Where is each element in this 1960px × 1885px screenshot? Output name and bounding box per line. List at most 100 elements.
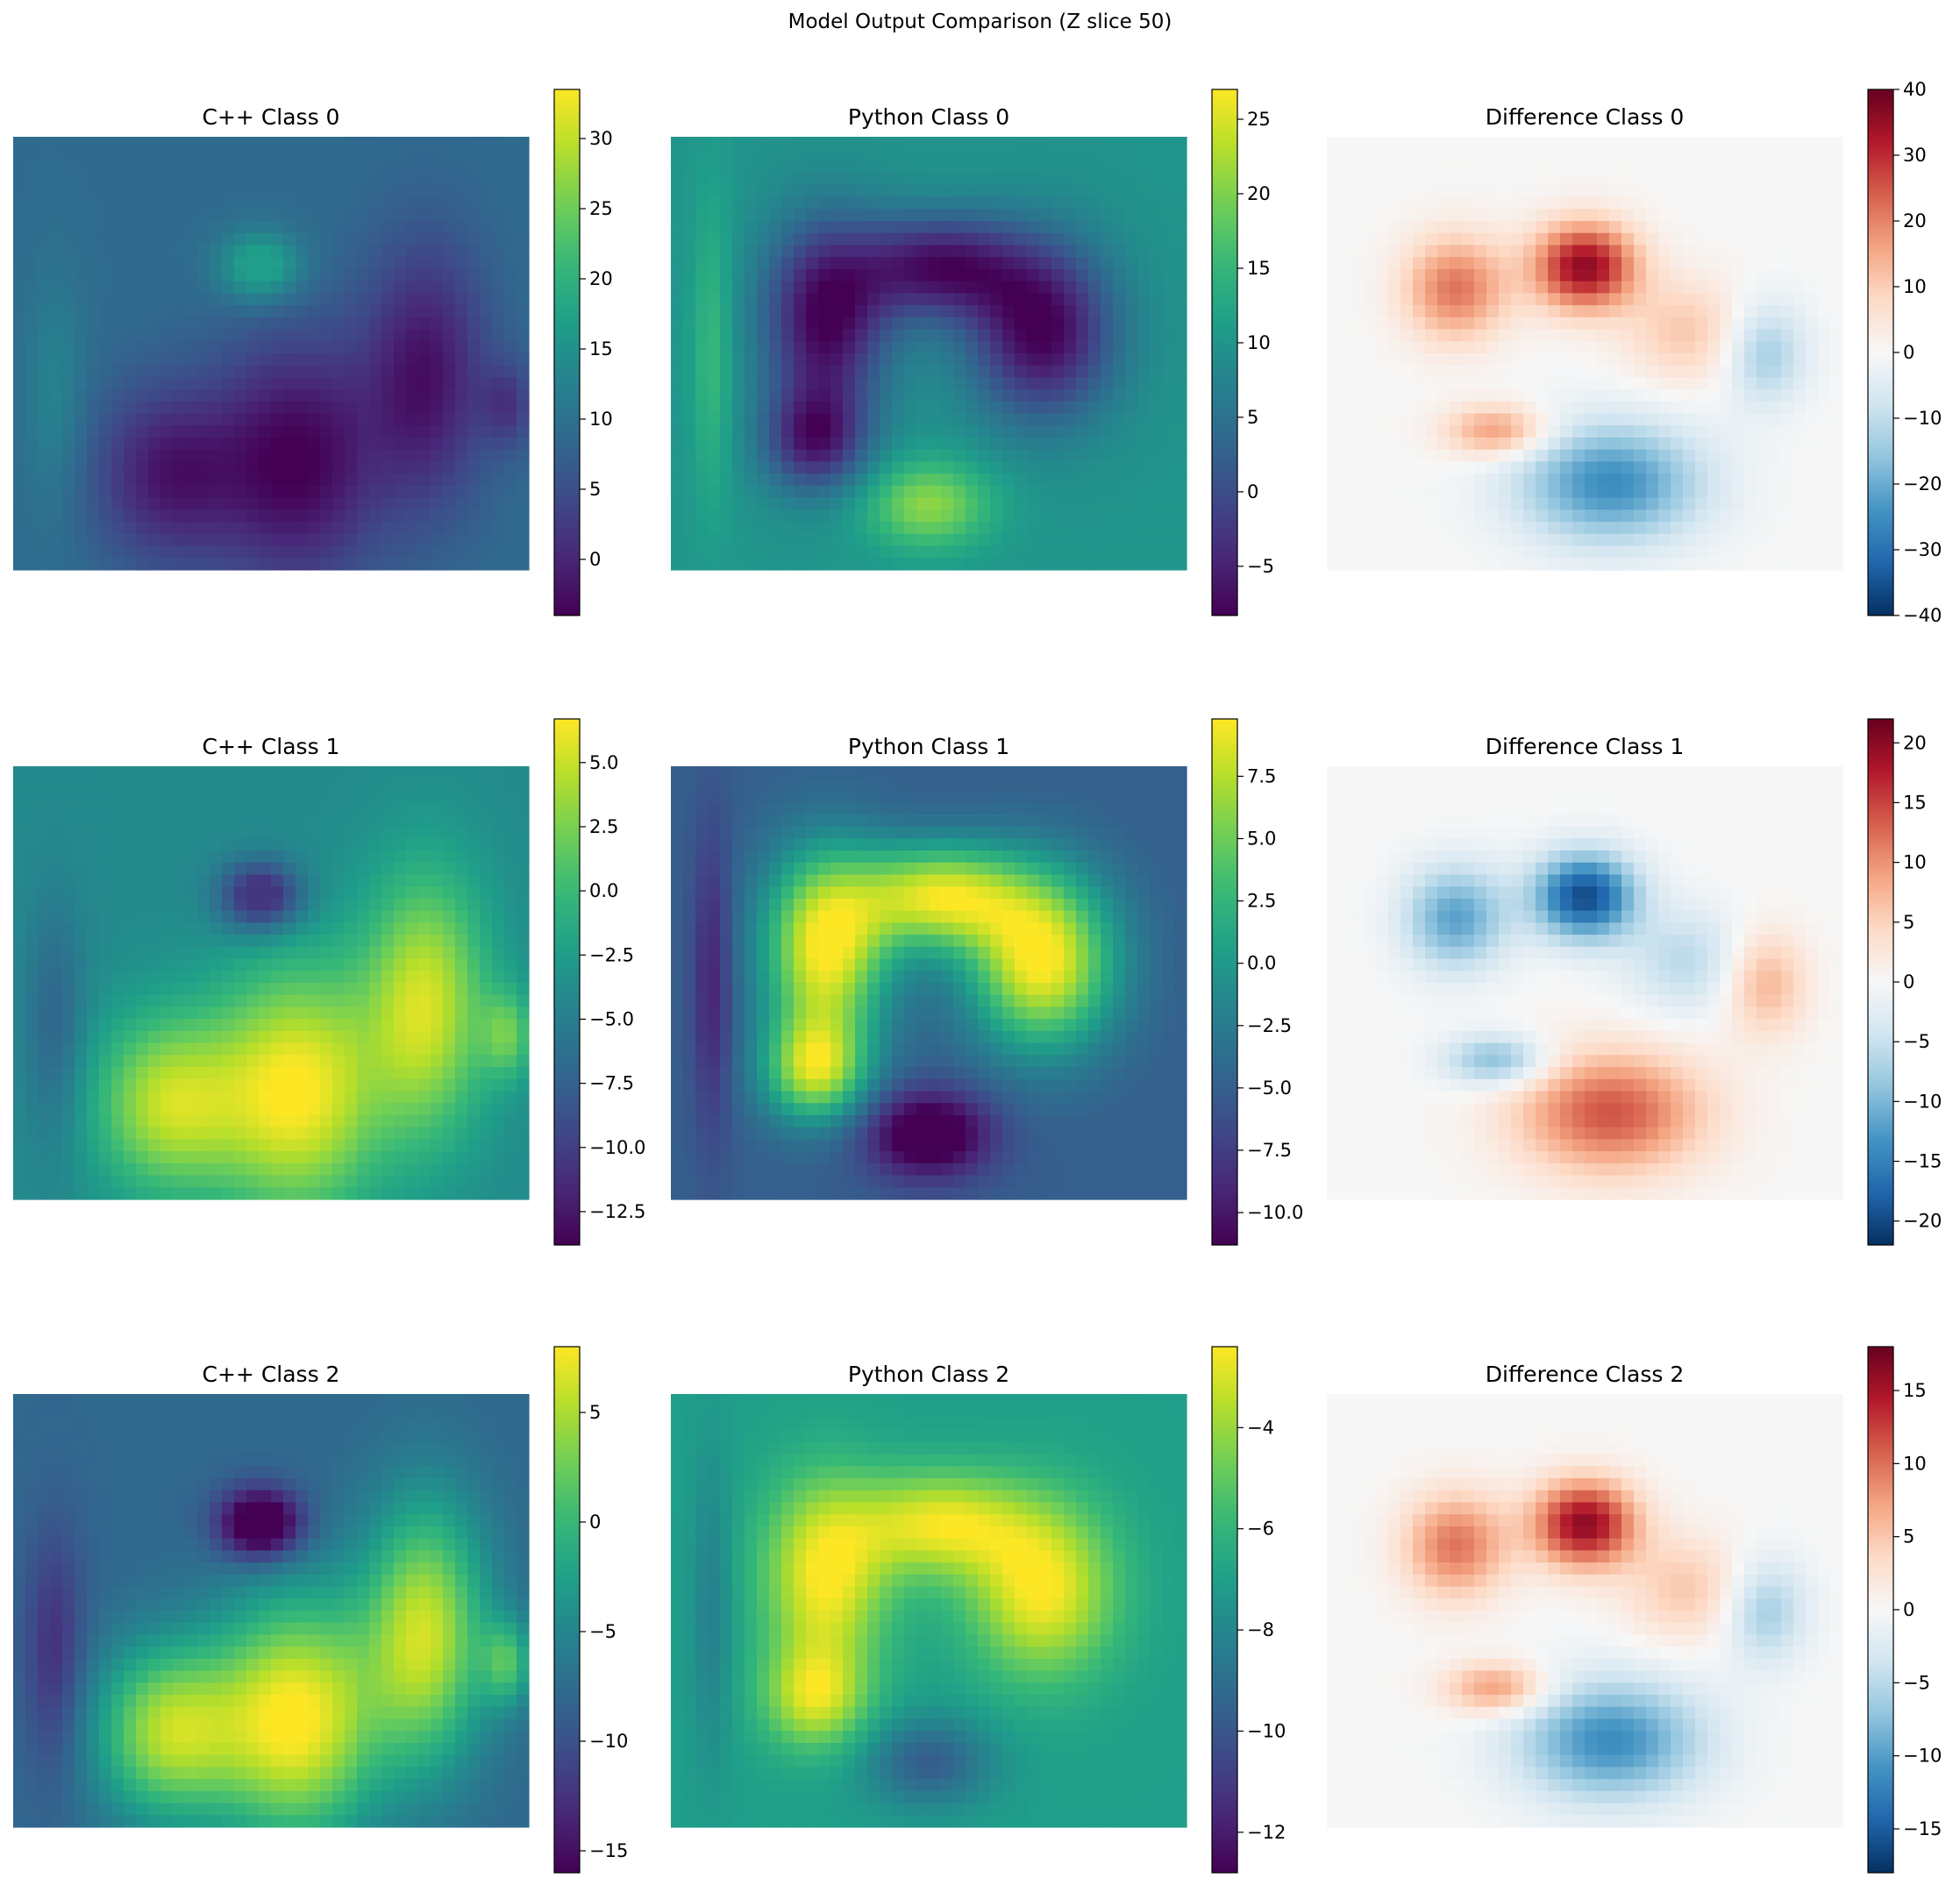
heatmap-cell <box>431 545 444 558</box>
heatmap-cell <box>720 137 733 150</box>
heatmap-cell <box>148 497 161 510</box>
heatmap-cell <box>222 509 235 523</box>
heatmap-cell <box>1671 389 1684 402</box>
heatmap-cell <box>480 221 493 234</box>
heatmap-cell <box>781 353 795 366</box>
heatmap-cell <box>259 814 272 828</box>
heatmap-cell <box>443 341 456 354</box>
heatmap-cell <box>683 485 696 499</box>
heatmap-cell <box>320 497 333 510</box>
heatmap-cell <box>480 790 493 803</box>
heatmap-cell <box>308 473 321 487</box>
heatmap-cell <box>867 401 880 415</box>
heatmap-cell <box>855 341 868 354</box>
heatmap-cell <box>357 353 370 366</box>
heatmap-cell <box>480 558 493 571</box>
heatmap-cell <box>283 790 296 803</box>
heatmap-cell <box>38 473 51 487</box>
heatmap-cell <box>345 341 358 354</box>
heatmap-cell <box>1486 509 1500 523</box>
heatmap-cell <box>25 293 39 306</box>
heatmap-cell <box>794 221 807 234</box>
heatmap-cell <box>394 293 407 306</box>
heatmap-cell <box>1388 209 1401 222</box>
heatmap-cell <box>222 766 235 779</box>
heatmap-cell <box>160 497 174 510</box>
heatmap-cell <box>929 160 942 174</box>
heatmap-cell <box>1474 317 1487 331</box>
heatmap-cell <box>1609 329 1622 342</box>
heatmap-cell <box>246 862 260 876</box>
heatmap-cell <box>1401 257 1414 270</box>
heatmap-cell <box>1101 232 1114 246</box>
heatmap-cell <box>308 268 321 282</box>
heatmap-cell <box>867 389 880 402</box>
heatmap-cell <box>720 209 733 222</box>
heatmap-cell <box>136 196 149 210</box>
heatmap-cell <box>1818 293 1831 306</box>
heatmap-cell <box>1536 281 1549 294</box>
heatmap-cell <box>160 329 174 342</box>
heatmap-cell <box>1818 437 1831 451</box>
heatmap-cell <box>296 850 309 864</box>
heatmap-cell <box>406 160 419 174</box>
heatmap-cell <box>966 558 979 571</box>
heatmap-cell <box>1051 401 1065 415</box>
heatmap-cell <box>867 558 880 571</box>
heatmap-cell <box>148 389 161 402</box>
heatmap-cell <box>916 425 930 438</box>
heatmap-cell <box>1793 558 1807 571</box>
heatmap-cell <box>296 209 309 222</box>
heatmap-cell <box>197 533 210 547</box>
heatmap-cell <box>357 533 370 547</box>
heatmap-cell <box>467 850 481 864</box>
heatmap-cell <box>1560 209 1573 222</box>
heatmap-cell <box>332 497 346 510</box>
heatmap-cell <box>75 874 88 887</box>
heatmap-cell <box>1585 509 1598 523</box>
heatmap-cell <box>283 173 296 186</box>
heatmap-cell <box>1051 173 1065 186</box>
heatmap-cell <box>1781 533 1794 547</box>
heatmap-cell <box>1634 305 1647 318</box>
heatmap-cell <box>1015 137 1028 150</box>
heatmap-cell <box>136 509 149 523</box>
heatmap-cell <box>695 281 709 294</box>
heatmap-cell <box>1327 137 1340 150</box>
heatmap-cell <box>332 341 346 354</box>
heatmap-cell <box>732 173 745 186</box>
heatmap-cell <box>745 389 758 402</box>
heatmap-cell <box>1536 341 1549 354</box>
heatmap-cell <box>1707 293 1721 306</box>
heatmap-cell <box>1027 437 1040 451</box>
heatmap-cell <box>1486 522 1500 535</box>
heatmap-cell <box>708 533 721 547</box>
heatmap-cell <box>1757 268 1770 282</box>
heatmap-cell <box>855 281 868 294</box>
heatmap-cell <box>1388 533 1401 547</box>
heatmap-cell <box>124 533 137 547</box>
heatmap-cell <box>978 461 991 474</box>
heatmap-cell <box>332 850 346 864</box>
heatmap-cell <box>124 522 137 535</box>
heatmap-cell <box>1088 449 1101 463</box>
heatmap-cell <box>1462 401 1475 415</box>
heatmap-cell <box>492 413 505 426</box>
heatmap-cell <box>381 425 395 438</box>
heatmap-cell <box>941 257 954 270</box>
heatmap-cell <box>1388 341 1401 354</box>
heatmap-cell <box>1621 377 1635 390</box>
heatmap-cell <box>818 377 831 390</box>
heatmap-cell <box>880 257 893 270</box>
heatmap-cell <box>1051 437 1065 451</box>
heatmap-cell <box>345 814 358 828</box>
heatmap-cell <box>1376 413 1389 426</box>
heatmap-cell <box>369 862 382 876</box>
heatmap-cell <box>1830 268 1843 282</box>
heatmap-cell <box>1806 365 1819 379</box>
heatmap-cell <box>1707 461 1721 474</box>
heatmap-cell <box>892 353 905 366</box>
heatmap-cell <box>904 317 917 331</box>
heatmap-cell <box>1830 209 1843 222</box>
heatmap-cell <box>1339 245 1352 258</box>
